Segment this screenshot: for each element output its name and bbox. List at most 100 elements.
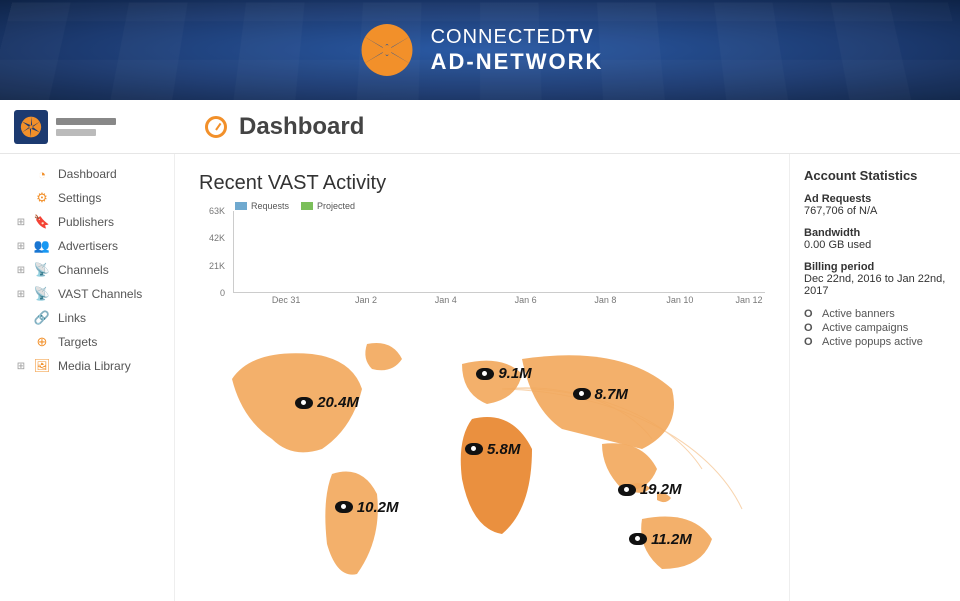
expand-icon[interactable]: ⊞ (16, 217, 26, 228)
eye-icon (465, 443, 483, 455)
antenna-icon: 📡 (34, 262, 50, 278)
sidebar-item-media-library[interactable]: ⊞ 🖼 Media Library (0, 354, 174, 378)
sidebar-item-label: Advertisers (58, 239, 118, 253)
legend-item: Requests (235, 201, 289, 211)
bullet-icon: O (804, 308, 814, 320)
active-stat: O Active banners (804, 307, 946, 321)
legend-item: Projected (301, 201, 355, 211)
xtick: Jan 12 (736, 295, 763, 305)
legend-swatch (235, 202, 247, 210)
map-metric: 9.1M (476, 365, 531, 382)
map-metric-value: 9.1M (498, 365, 531, 382)
sidebar-item-links[interactable]: 🔗 Links (0, 306, 174, 330)
sidebar-item-advertisers[interactable]: ⊞ 👥 Advertisers (0, 234, 174, 258)
expand-icon[interactable] (16, 313, 26, 324)
map-metric: 19.2M (618, 481, 682, 498)
eye-icon (618, 484, 636, 496)
sidebar-item-channels[interactable]: ⊞ 📡 Channels (0, 258, 174, 282)
brand-line1b: TV (566, 26, 594, 48)
world-map: 20.4M 9.1M 8.7M 5.8M 10.2M 19.2M 11.2M (199, 319, 765, 601)
bandwidth-value: 0.00 GB used (804, 239, 871, 251)
target-icon: ⊕ (34, 334, 50, 350)
map-metric-value: 19.2M (640, 481, 682, 498)
expand-icon[interactable] (16, 193, 26, 204)
expand-icon[interactable]: ⊞ (16, 265, 26, 276)
sidebar-item-label: Channels (58, 263, 109, 277)
bandwidth-label: Bandwidth (804, 227, 946, 239)
brand-line1a: CONNECTED (431, 26, 567, 48)
eye-icon (335, 501, 353, 513)
main-panel: Recent VAST Activity Requests Projected 0… (175, 154, 790, 601)
header-strip: Dashboard (0, 100, 960, 154)
ytick: 21K (209, 261, 225, 271)
gauge-icon: ◔ (34, 166, 50, 182)
expand-icon[interactable] (16, 169, 26, 180)
expand-icon[interactable]: ⊞ (16, 241, 26, 252)
map-metric: 11.2M (629, 531, 692, 548)
tag-icon: 🔖 (34, 214, 50, 230)
map-metric-value: 20.4M (317, 394, 359, 411)
antenna-icon: 📡 (34, 286, 50, 302)
eye-icon (629, 533, 647, 545)
stats-title: Account Statistics (804, 168, 946, 183)
xtick: Jan 6 (515, 295, 537, 305)
link-icon: 🔗 (34, 310, 50, 326)
eye-icon (476, 368, 494, 380)
sidebar-item-publishers[interactable]: ⊞ 🔖 Publishers (0, 210, 174, 234)
sidebar-item-label: Links (58, 311, 86, 325)
brand: CONNECTEDTV AD-NETWORK (357, 20, 604, 80)
user-name-placeholder (56, 118, 116, 136)
legend-swatch (301, 202, 313, 210)
sidebar-item-label: VAST Channels (58, 287, 142, 301)
sidebar-item-label: Settings (58, 191, 101, 205)
media-icon: 🖼 (34, 358, 50, 374)
sidebar-item-settings[interactable]: ⚙ Settings (0, 186, 174, 210)
brand-logo-icon (357, 20, 417, 80)
xtick: Jan 4 (435, 295, 457, 305)
ad-requests-label: Ad Requests (804, 193, 946, 205)
sidebar-item-label: Publishers (58, 215, 114, 229)
map-metric-value: 10.2M (357, 499, 399, 516)
active-stat-label: Active banners (822, 308, 895, 320)
active-stat-label: Active campaigns (822, 322, 908, 334)
map-metric-value: 11.2M (651, 531, 692, 548)
map-metric-value: 5.8M (487, 441, 520, 458)
top-banner: CONNECTEDTV AD-NETWORK (0, 0, 960, 100)
map-metric: 20.4M (295, 394, 359, 411)
sidebar: ◔ Dashboard ⚙ Settings⊞ 🔖 Publishers⊞ 👥 … (0, 154, 175, 601)
brand-line2: AD-NETWORK (431, 49, 604, 75)
expand-icon[interactable]: ⊞ (16, 289, 26, 300)
map-metric: 10.2M (335, 499, 399, 516)
ad-requests-value: 767,706 of N/A (804, 205, 877, 217)
map-metric-value: 8.7M (595, 386, 628, 403)
active-stat-label: Active popups active (822, 336, 923, 348)
xtick: Jan 8 (594, 295, 616, 305)
billing-value: Dec 22nd, 2016 to Jan 22nd, 2017 (804, 273, 945, 297)
billing-label: Billing period (804, 261, 946, 273)
expand-icon[interactable]: ⊞ (16, 361, 26, 372)
page-title: Dashboard (239, 113, 364, 141)
continent-shape (365, 343, 402, 370)
ytick: 0 (220, 288, 225, 298)
user-logo-icon (14, 110, 48, 144)
xtick: Jan 10 (666, 295, 693, 305)
gauge-icon (205, 116, 227, 138)
continent-shape (461, 417, 532, 534)
sidebar-item-targets[interactable]: ⊕ Targets (0, 330, 174, 354)
chart-title: Recent VAST Activity (199, 172, 765, 195)
user-box[interactable] (0, 110, 175, 144)
ytick: 42K (209, 233, 225, 243)
vast-activity-chart: RequestsProjected 021K42K63K Dec 31Jan 2… (199, 201, 765, 311)
sidebar-item-label: Media Library (58, 359, 131, 373)
map-metric: 8.7M (573, 386, 628, 403)
eye-icon (295, 397, 313, 409)
sidebar-item-label: Targets (58, 335, 97, 349)
active-stat: O Active popups active (804, 335, 946, 349)
account-statistics: Account Statistics Ad Requests767,706 of… (790, 154, 960, 601)
expand-icon[interactable] (16, 337, 26, 348)
bullet-icon: O (804, 336, 814, 348)
sidebar-item-vast-channels[interactable]: ⊞ 📡 VAST Channels (0, 282, 174, 306)
sidebar-item-dashboard[interactable]: ◔ Dashboard (0, 162, 174, 186)
continent-shape (325, 472, 377, 575)
gear-icon: ⚙ (34, 190, 50, 206)
